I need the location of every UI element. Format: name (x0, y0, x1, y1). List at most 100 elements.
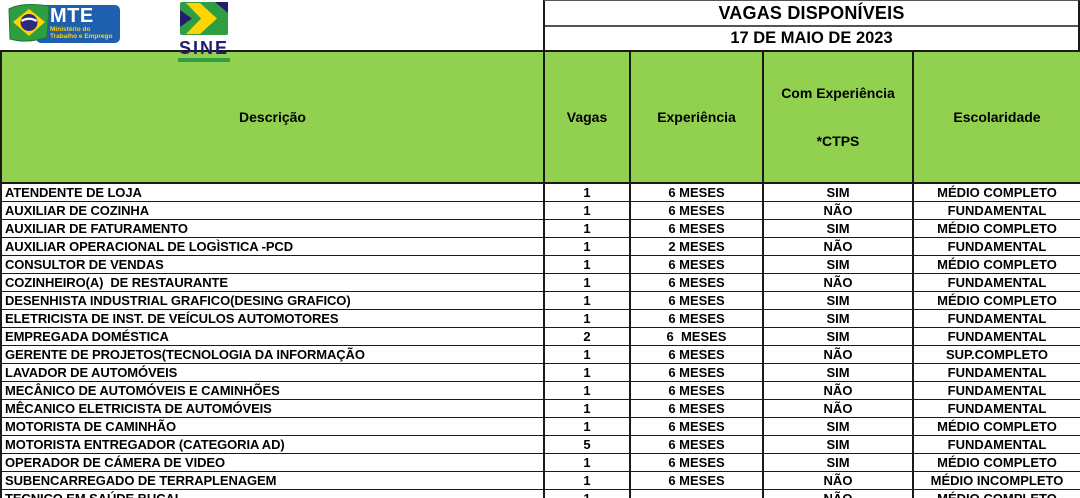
cell-com-experiencia: SIM (762, 290, 914, 310)
table-body: ATENDENTE DE LOJA 1 6 MESES SIM MÉDIO COMPLE… (0, 182, 1080, 498)
cell-escolaridade: MÉDIO INCOMPLETO (912, 470, 1080, 490)
cell-descricao: EMPREGADA DOMÉSTICA (0, 326, 545, 346)
table-row: MOTORISTA DE CAMINHÃO 1 6 MESES SIM MÉDIO CO… (0, 416, 1080, 436)
cell-vagas: 1 (543, 470, 631, 490)
cell-vagas: 5 (543, 434, 631, 454)
cell-descricao: TECNICO EM SAÚDE BUCAL (0, 488, 545, 498)
cell-experiencia: 6 MESES (629, 470, 764, 490)
vacancy-table: Descrição Vagas Experiência Com Experiên… (0, 50, 1080, 498)
cell-vagas: 1 (543, 452, 631, 472)
col-header-escolaridade: Escolaridade (912, 50, 1080, 184)
table-row: AUXILIAR DE FATURAMENTO 1 6 MESES SIM MÉDIO … (0, 218, 1080, 238)
mte-logo: MTE Ministério do Trabalho e Emprego (6, 2, 120, 43)
brazil-flag-icon (8, 4, 50, 42)
cell-vagas: 1 (543, 182, 631, 202)
table-row: DESENHISTA INDUSTRIAL GRAFICO(DESING GRA… (0, 290, 1080, 310)
cell-experiencia (629, 488, 764, 498)
cell-descricao: MECÂNICO DE AUTOMÓVEIS E CAMINHÕES (0, 380, 545, 400)
cell-experiencia: 6 MESES (629, 380, 764, 400)
cell-vagas: 1 (543, 272, 631, 292)
cell-escolaridade: MÉDIO COMPLETO (912, 452, 1080, 472)
col-header-com-experiencia-line1: Com Experiência (781, 85, 895, 101)
page-date: 17 DE MAIO DE 2023 (730, 29, 893, 47)
cell-com-experiencia: NÃO (762, 398, 914, 418)
cell-escolaridade: FUNDAMENTAL (912, 236, 1080, 256)
table-row: COZINHEIRO(A) DE RESTAURANTE 1 6 MESES NÃO F… (0, 272, 1080, 292)
cell-experiencia: 6 MESES (629, 218, 764, 238)
cell-escolaridade: FUNDAMENTAL (912, 326, 1080, 346)
table-row: ELETRICISTA DE INST. DE VEÍCULOS AUTOMOT… (0, 308, 1080, 328)
cell-vagas: 1 (543, 344, 631, 364)
cell-experiencia: 6 MESES (629, 308, 764, 328)
col-header-com-experiencia: Com Experiência *CTPS (762, 50, 914, 184)
cell-descricao: AUXILIAR DE FATURAMENTO (0, 218, 545, 238)
sine-underline-bar (178, 58, 230, 62)
cell-com-experiencia: NÃO (762, 200, 914, 220)
table-header: Descrição Vagas Experiência Com Experiên… (0, 50, 1080, 184)
table-row: ATENDENTE DE LOJA 1 6 MESES SIM MÉDIO COMPLE… (0, 182, 1080, 202)
table-row: LAVADOR DE AUTOMÓVEIS 1 6 MESES SIM FUNDAMEN… (0, 362, 1080, 382)
cell-experiencia: 6 MESES (629, 290, 764, 310)
cell-descricao: AUXILIAR DE COZINHA (0, 200, 545, 220)
cell-vagas: 1 (543, 398, 631, 418)
col-header-descricao: Descrição (0, 50, 545, 184)
cell-descricao: COZINHEIRO(A) DE RESTAURANTE (0, 272, 545, 292)
cell-vagas: 1 (543, 308, 631, 328)
cell-com-experiencia: NÃO (762, 488, 914, 498)
table-row: TECNICO EM SAÚDE BUCAL 1 NÃO MÉDIO COMPLETO (0, 488, 1080, 498)
cell-descricao: DESENHISTA INDUSTRIAL GRAFICO(DESING GRA… (0, 290, 545, 310)
cell-escolaridade: MÉDIO COMPLETO (912, 290, 1080, 310)
table-row: MOTORISTA ENTREGADOR (CATEGORIA AD) 5 6 ME… (0, 434, 1080, 454)
cell-descricao: MOTORISTA ENTREGADOR (CATEGORIA AD) (0, 434, 545, 454)
cell-escolaridade: FUNDAMENTAL (912, 398, 1080, 418)
cell-escolaridade: FUNDAMENTAL (912, 434, 1080, 454)
cell-experiencia: 6 MESES (629, 416, 764, 436)
cell-com-experiencia: SIM (762, 362, 914, 382)
cell-descricao: MOTORISTA DE CAMINHÃO (0, 416, 545, 436)
cell-escolaridade: FUNDAMENTAL (912, 380, 1080, 400)
cell-com-experiencia: SIM (762, 308, 914, 328)
cell-experiencia: 6 MESES (629, 200, 764, 220)
col-header-experiencia: Experiência (629, 50, 764, 184)
cell-com-experiencia: SIM (762, 326, 914, 346)
cell-vagas: 1 (543, 488, 631, 498)
table-row: SUBENCARREGADO DE TERRAPLENAGEM 1 6 MESES N… (0, 470, 1080, 490)
cell-com-experiencia: NÃO (762, 236, 914, 256)
col-header-vagas: Vagas (543, 50, 631, 184)
cell-descricao: AUXILIAR OPERACIONAL DE LOGÌSTICA -PCD (0, 236, 545, 256)
cell-vagas: 1 (543, 290, 631, 310)
cell-escolaridade: MÉDIO COMPLETO (912, 488, 1080, 498)
cell-com-experiencia: SIM (762, 182, 914, 202)
table-row: OPERADOR DE CÁMERA DE VIDEO 1 6 MESES SIM MÉ… (0, 452, 1080, 472)
cell-com-experiencia: NÃO (762, 272, 914, 292)
cell-experiencia: 6 MESES (629, 434, 764, 454)
cell-descricao: ELETRICISTA DE INST. DE VEÍCULOS AUTOMOT… (0, 308, 545, 328)
mte-logo-box: MTE Ministério do Trabalho e Emprego (36, 5, 120, 43)
logo-area: MTE Ministério do Trabalho e Emprego (0, 0, 543, 62)
table-row: MECÂNICO DE AUTOMÓVEIS E CAMINHÕES 1 6 MES… (0, 380, 1080, 400)
cell-experiencia: 6 MESES (629, 182, 764, 202)
title-block: VAGAS DISPONÍVEIS 17 DE MAIO DE 2023 (543, 0, 1080, 50)
cell-vagas: 1 (543, 236, 631, 256)
cell-vagas: 2 (543, 326, 631, 346)
cell-experiencia: 6 MESES (629, 272, 764, 292)
cell-com-experiencia: SIM (762, 254, 914, 274)
sine-flag-icon (180, 2, 228, 35)
cell-descricao: GERENTE DE PROJETOS(TECNOLOGIA DA INFORM… (0, 344, 545, 364)
cell-com-experiencia: NÃO (762, 344, 914, 364)
cell-escolaridade: MÉDIO COMPLETO (912, 254, 1080, 274)
cell-experiencia: 6 MESES (629, 344, 764, 364)
cell-escolaridade: MÉDIO COMPLETO (912, 416, 1080, 436)
mte-ministry-line2: Trabalho e Emprego (50, 33, 113, 40)
cell-experiencia: 6 MESES (629, 254, 764, 274)
table-row: EMPREGADA DOMÉSTICA 2 6 MESES SIM FUNDAMENTA… (0, 326, 1080, 346)
table-row: CONSULTOR DE VENDAS 1 6 MESES SIM MÉDIO COMP… (0, 254, 1080, 274)
cell-escolaridade: MÉDIO COMPLETO (912, 218, 1080, 238)
cell-com-experiencia: SIM (762, 416, 914, 436)
cell-vagas: 1 (543, 218, 631, 238)
cell-vagas: 1 (543, 416, 631, 436)
cell-com-experiencia: NÃO (762, 380, 914, 400)
cell-vagas: 1 (543, 362, 631, 382)
cell-com-experiencia: SIM (762, 434, 914, 454)
